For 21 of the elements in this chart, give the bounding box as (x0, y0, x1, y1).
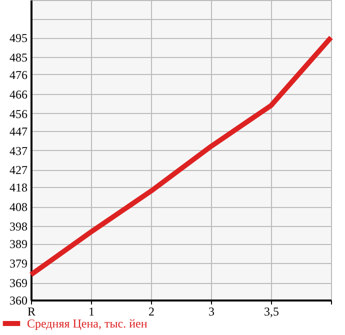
x-tick-label: R (27, 304, 36, 318)
y-tick-label: 447 (10, 124, 28, 138)
y-tick-label: 485 (10, 50, 28, 64)
y-tick-label: 495 (10, 31, 28, 46)
y-tick-label: 427 (10, 163, 28, 178)
y-tick-label: 418 (10, 180, 28, 195)
y-tick-label: 389 (10, 237, 28, 252)
y-tick-label: 466 (10, 87, 28, 102)
y-tick-label: 369 (10, 276, 28, 290)
x-tick-label: 3,5 (264, 304, 279, 318)
legend-label: Средняя Цена, тыс. йен (27, 316, 148, 330)
y-tick-label: 379 (10, 256, 28, 271)
y-tick-label: 408 (10, 200, 28, 214)
y-tick-label: 437 (10, 144, 28, 158)
y-tick-label: 360 (10, 294, 28, 308)
x-tick-label: 2 (148, 304, 154, 318)
x-tick-label: 3 (208, 304, 214, 318)
y-tick-label: 398 (10, 220, 28, 234)
y-tick-label: 476 (10, 68, 28, 82)
x-tick-label: 1 (88, 304, 94, 318)
y-tick-label: 456 (10, 106, 28, 121)
